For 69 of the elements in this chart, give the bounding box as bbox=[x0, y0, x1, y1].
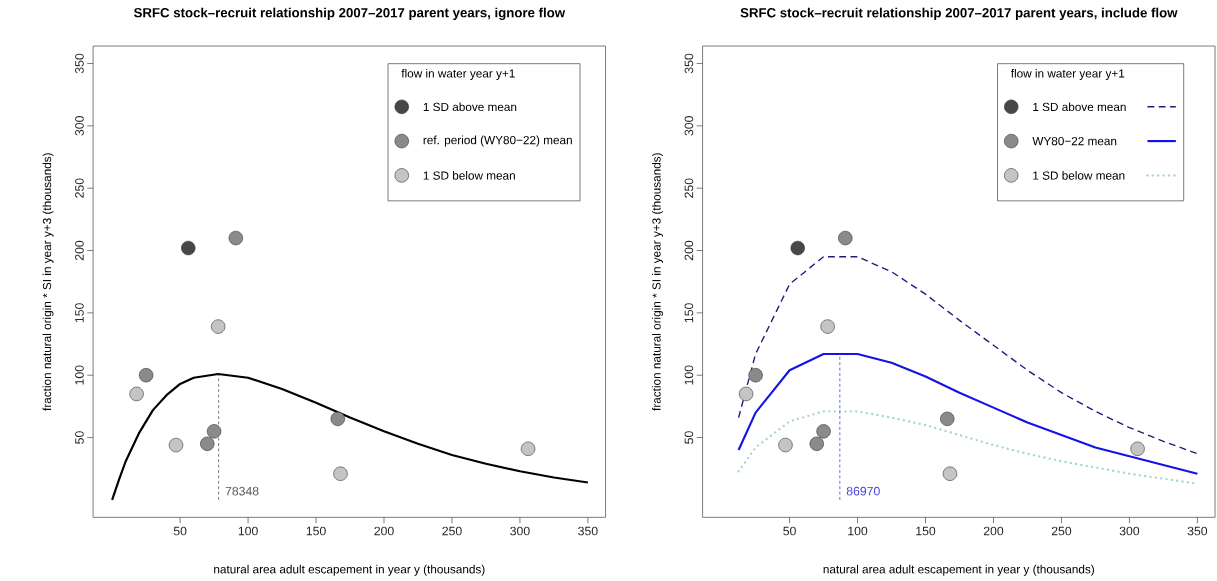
y-tick-label: 250 bbox=[75, 178, 84, 198]
chart-title: SRFC stock–recruit relationship 2007–2017 parent years, include flow bbox=[740, 7, 1178, 21]
y-tick-label: 100 bbox=[684, 365, 694, 385]
y-tick-label: 200 bbox=[684, 240, 694, 261]
point bbox=[809, 436, 824, 451]
point bbox=[333, 466, 348, 481]
point bbox=[816, 424, 831, 439]
legend-title: flow in water year y+1 bbox=[1010, 68, 1125, 80]
point bbox=[1130, 441, 1145, 456]
point bbox=[738, 386, 754, 402]
point bbox=[211, 319, 226, 334]
x-tick-label: 300 bbox=[1119, 526, 1140, 536]
point bbox=[228, 230, 243, 246]
legend-label: WY80−22 mean bbox=[1032, 136, 1117, 146]
x-axis-title: natural area adult escapement in year y (thousands) bbox=[214, 564, 485, 576]
point bbox=[778, 437, 793, 453]
legend-label: 1 SD below mean bbox=[1033, 171, 1125, 180]
legend-label: ref. period (WY80−22) mean bbox=[423, 135, 572, 147]
x-tick-label: 50 bbox=[783, 526, 796, 536]
x-tick-label: 100 bbox=[238, 526, 258, 536]
point bbox=[940, 411, 955, 426]
x-tick-label: 350 bbox=[1187, 526, 1208, 536]
y-tick-label: 100 bbox=[75, 365, 84, 385]
y-axis-title: fraction natural origin * SI in year y+3 (thousands) bbox=[42, 153, 54, 411]
line-series bbox=[737, 256, 1199, 455]
x-tick-label: 200 bbox=[374, 526, 394, 536]
point bbox=[942, 466, 958, 481]
line-series bbox=[111, 372, 589, 501]
point bbox=[138, 368, 154, 383]
x-tick-label: 250 bbox=[442, 526, 462, 536]
point bbox=[748, 368, 763, 383]
point bbox=[129, 386, 144, 402]
legend-title: flow in water year y+1 bbox=[401, 68, 515, 80]
x-tick-label: 200 bbox=[983, 526, 1004, 536]
legend-label: 1 SD below mean bbox=[423, 171, 515, 180]
x-tick-label: 150 bbox=[916, 526, 936, 536]
legend-label: 1 SD above mean bbox=[423, 102, 517, 112]
point bbox=[520, 441, 536, 456]
y-tick-label: 50 bbox=[75, 431, 84, 444]
point bbox=[330, 411, 345, 426]
line-series bbox=[737, 352, 1199, 475]
y-tick-label: 50 bbox=[684, 431, 694, 444]
point bbox=[200, 436, 215, 451]
chart-title: SRFC stock–recruit relationship 2007–2017 parent years, ignore flow bbox=[133, 7, 566, 21]
y-tick-label: 300 bbox=[75, 116, 84, 136]
point bbox=[168, 437, 184, 453]
y-tick-label: 250 bbox=[684, 178, 694, 198]
y-tick-label: 150 bbox=[684, 303, 694, 323]
y-tick-label: 300 bbox=[684, 116, 694, 136]
point bbox=[206, 424, 222, 439]
y-tick-label: 350 bbox=[684, 53, 694, 74]
y-axis-title: fraction natural origin * SI in year y+3 (thousands) bbox=[652, 153, 663, 411]
ref-line-label: 86970 bbox=[846, 486, 880, 496]
point bbox=[181, 240, 196, 256]
x-tick-label: 150 bbox=[306, 526, 326, 536]
x-tick-label: 250 bbox=[1051, 526, 1072, 536]
ref-line-label: 78348 bbox=[225, 486, 259, 496]
point bbox=[790, 240, 805, 256]
x-tick-label: 350 bbox=[578, 526, 598, 536]
y-tick-label: 150 bbox=[75, 303, 84, 323]
y-tick-label: 200 bbox=[75, 240, 84, 261]
x-tick-label: 50 bbox=[173, 526, 187, 536]
x-tick-label: 300 bbox=[510, 526, 530, 536]
y-tick-label: 350 bbox=[75, 53, 84, 74]
point bbox=[838, 230, 853, 246]
x-tick-label: 100 bbox=[848, 526, 868, 536]
x-axis-title: natural area adult escapement in year y (thousands) bbox=[823, 564, 1094, 576]
point bbox=[820, 319, 835, 334]
legend-label: 1 SD above mean bbox=[1033, 102, 1126, 112]
